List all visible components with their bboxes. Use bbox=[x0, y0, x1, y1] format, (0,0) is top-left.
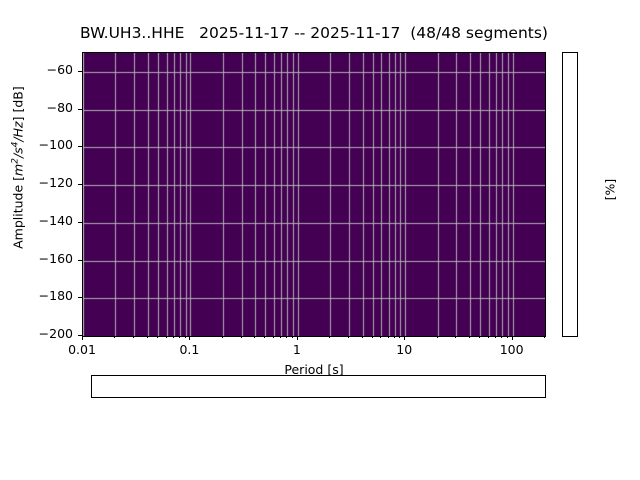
y-tick-label: −120 bbox=[38, 175, 73, 191]
x-tick-minor bbox=[280, 336, 282, 338]
x-tick-mark bbox=[511, 336, 513, 340]
data-coverage-timeline[interactable] bbox=[91, 375, 546, 398]
x-tick-label: 100 bbox=[499, 342, 524, 357]
x-tick-minor bbox=[133, 336, 135, 338]
page-title: BW.UH3..HHE 2025-11-17 -- 2025-11-17 (48… bbox=[80, 24, 548, 42]
x-tick-minor bbox=[146, 336, 148, 338]
x-tick-minor bbox=[179, 336, 180, 338]
x-tick-minor bbox=[399, 336, 401, 338]
y-axis-label: Amplitude [m2/s4/Hz] [dB] bbox=[10, 86, 26, 249]
x-tick-minor bbox=[436, 336, 438, 338]
x-tick-minor bbox=[114, 336, 116, 338]
x-tick-minor bbox=[468, 336, 470, 338]
ppsd-plot-area[interactable] bbox=[82, 52, 546, 337]
y-tick-mark bbox=[78, 184, 82, 186]
x-tick-minor bbox=[495, 336, 497, 338]
x-tick-minor bbox=[254, 336, 256, 338]
x-tick-minor bbox=[479, 336, 481, 338]
x-tick-minor bbox=[184, 336, 186, 338]
x-tick-minor bbox=[157, 336, 159, 338]
x-tick-minor bbox=[380, 336, 382, 338]
x-tick-minor bbox=[393, 336, 395, 338]
x-tick-minor bbox=[371, 336, 373, 338]
x-tick-minor bbox=[361, 336, 363, 338]
y-tick-label: −60 bbox=[46, 61, 73, 77]
x-tick-minor bbox=[264, 336, 266, 338]
x-tick-minor bbox=[291, 336, 293, 338]
x-tick-mark bbox=[404, 336, 406, 340]
colorbar-gradient bbox=[563, 53, 577, 336]
x-tick-minor bbox=[221, 336, 223, 338]
y-tick-label: −140 bbox=[38, 212, 73, 228]
x-tick-minor bbox=[348, 336, 350, 338]
x-tick-label: 0.01 bbox=[68, 342, 96, 357]
y-tick-label: −80 bbox=[46, 99, 73, 115]
y-tick-label: −100 bbox=[38, 137, 73, 153]
x-tick-minor bbox=[501, 336, 503, 338]
x-tick-mark bbox=[189, 336, 191, 340]
y-tick-mark bbox=[78, 297, 82, 299]
y-tick-label: −180 bbox=[38, 288, 73, 304]
y-tick-mark bbox=[78, 146, 82, 148]
y-tick-mark bbox=[78, 259, 82, 261]
x-axis-label: Period [s] bbox=[284, 362, 344, 377]
y-tick-mark bbox=[78, 70, 82, 72]
x-tick-minor bbox=[329, 336, 331, 338]
y-tick-mark bbox=[78, 221, 82, 223]
x-tick-minor bbox=[172, 336, 174, 338]
colorbar[interactable] bbox=[562, 52, 578, 337]
x-tick-minor bbox=[240, 336, 242, 338]
colorbar-label: [%] bbox=[602, 178, 618, 201]
x-tick-minor bbox=[487, 336, 489, 338]
x-tick-minor bbox=[506, 336, 508, 338]
x-tick-minor bbox=[165, 336, 167, 338]
x-tick-minor bbox=[544, 336, 545, 338]
noise-model-curves bbox=[83, 53, 545, 336]
x-tick-mark bbox=[82, 336, 83, 340]
x-tick-label: 10 bbox=[396, 342, 413, 357]
y-tick-mark bbox=[78, 335, 82, 336]
x-tick-minor bbox=[273, 336, 274, 338]
x-tick-minor bbox=[286, 336, 288, 338]
x-tick-label: 0.1 bbox=[179, 342, 200, 357]
y-tick-label: −200 bbox=[38, 326, 73, 341]
x-tick-minor bbox=[455, 336, 457, 338]
x-tick-label: 1 bbox=[292, 342, 301, 357]
x-tick-minor bbox=[387, 336, 389, 338]
y-tick-label: −160 bbox=[38, 250, 73, 266]
y-tick-mark bbox=[78, 108, 82, 110]
x-tick-mark bbox=[296, 336, 298, 340]
